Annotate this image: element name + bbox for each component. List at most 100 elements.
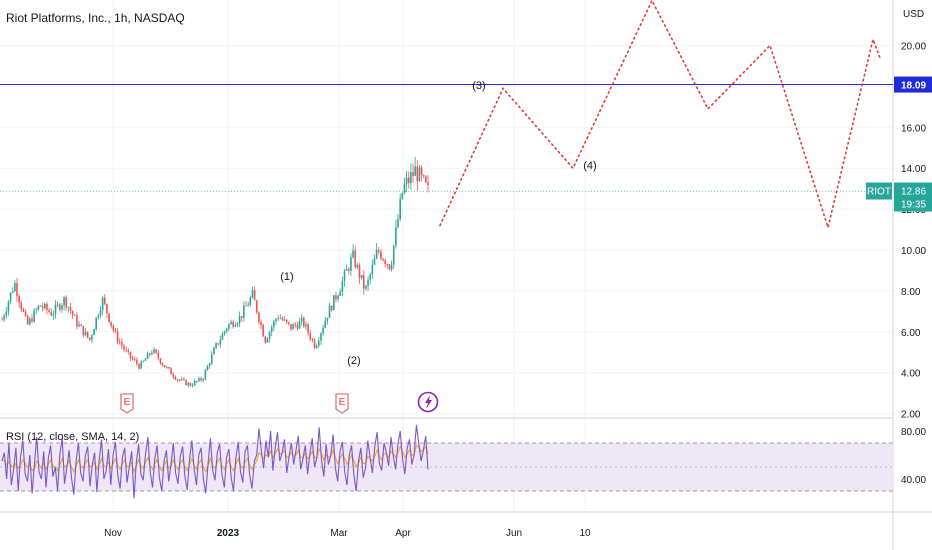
candle-body: [279, 318, 282, 320]
candle-body: [410, 172, 412, 183]
candle-body: [333, 295, 335, 311]
rsi-line: [1, 424, 429, 499]
candle-body: [46, 303, 48, 311]
price-tick-label: 14.00: [901, 164, 926, 175]
wave-projection-layer[interactable]: [439, 0, 881, 231]
candle-body: [86, 331, 89, 338]
candle-body: [22, 309, 25, 312]
candle-body: [305, 324, 307, 327]
candle-body: [422, 175, 425, 177]
candle-body: [196, 381, 198, 382]
candle-body: [125, 349, 127, 351]
wave-label: (2): [347, 355, 360, 367]
candle-body: [392, 245, 395, 265]
candle-body: [48, 310, 50, 312]
candle-body: [191, 385, 194, 387]
candle-body: [155, 349, 157, 353]
last-price-tag[interactable]: RIOT 12.86 19:35: [866, 182, 932, 212]
candle-body: [16, 283, 18, 297]
last-price-value: 12.86: [901, 187, 926, 198]
last-price-countdown: 19:35: [901, 200, 926, 211]
wave-label: (1): [280, 271, 293, 283]
candle-body: [260, 321, 262, 325]
candle-body: [384, 260, 386, 265]
candle-body: [168, 367, 170, 369]
candle-body: [375, 250, 378, 259]
candle-body: [309, 332, 312, 340]
candle-body: [148, 353, 151, 355]
earnings-icon[interactable]: E: [335, 393, 349, 414]
horizontal-level-tag[interactable]: 18.09: [894, 76, 932, 93]
candle-body: [9, 292, 12, 302]
candle-body: [142, 360, 145, 362]
candle-body: [251, 290, 254, 298]
candle-body: [215, 343, 217, 349]
candle-body: [380, 251, 382, 259]
candle-body: [395, 227, 397, 246]
candle-body: [80, 324, 83, 326]
candle-body: [82, 325, 85, 336]
horizontal-line-layer[interactable]: [0, 84, 893, 192]
candle-body: [245, 305, 247, 307]
candle-body: [58, 304, 61, 310]
candle-body: [189, 383, 192, 386]
candle-body: [5, 311, 8, 316]
candle-body: [328, 305, 331, 318]
candle-body: [144, 359, 147, 361]
candle-body: [232, 321, 234, 327]
candle-body: [29, 318, 31, 325]
candle-body: [71, 310, 74, 316]
wave-projection-path[interactable]: [439, 0, 881, 231]
candle-body: [247, 304, 249, 307]
time-tick-label: Apr: [395, 528, 411, 539]
candle-body: [228, 324, 230, 329]
candle-body: [362, 275, 365, 289]
price-axis[interactable]: 2.004.006.008.0010.0012.0014.0016.0018.0…: [866, 42, 932, 487]
candle-body: [44, 303, 46, 309]
price-tick-label: 2.00: [901, 410, 921, 421]
candle-body: [243, 305, 245, 318]
candle-body: [69, 306, 72, 311]
candle-body: [172, 374, 175, 377]
candle-body: [318, 340, 320, 346]
time-axis[interactable]: Nov 2023 Mar Apr Jun 10: [104, 528, 591, 539]
lightning-icon[interactable]: [417, 391, 439, 413]
candle-body: [174, 376, 177, 380]
candle-body: [324, 320, 327, 328]
candle-body: [298, 321, 301, 329]
candle-body: [204, 370, 207, 380]
horizontal-level-tag-bg: [894, 76, 932, 93]
candle-body: [110, 321, 112, 326]
candle-body: [210, 354, 213, 364]
candle-body: [181, 379, 183, 380]
candle-body: [123, 345, 125, 350]
price-tick-label: 10.00: [901, 246, 926, 257]
candle-body: [121, 341, 123, 346]
candle-body: [273, 321, 275, 328]
candle-body: [221, 333, 224, 340]
ticker-tag-bg: [866, 182, 892, 200]
candle-body: [238, 316, 241, 324]
candle-body: [386, 264, 389, 265]
candle-body: [365, 286, 367, 289]
candle-body: [401, 192, 404, 199]
candle-body: [20, 302, 23, 310]
candle-body: [103, 297, 106, 304]
candle-body: [266, 338, 269, 343]
candle-body: [114, 330, 117, 332]
candle-body: [275, 318, 277, 322]
candle-body: [138, 364, 140, 369]
candle-body: [178, 379, 181, 381]
candle-body: [382, 258, 384, 261]
candle-body: [358, 264, 361, 278]
earnings-icon[interactable]: E: [120, 393, 134, 414]
time-tick-label: Mar: [330, 528, 348, 539]
candle-body: [420, 167, 423, 176]
wave-label-layer: (1) (2) (3) (4): [280, 80, 596, 367]
candle-body: [208, 363, 211, 366]
candle-body: [249, 297, 252, 305]
candle-body: [31, 318, 33, 322]
